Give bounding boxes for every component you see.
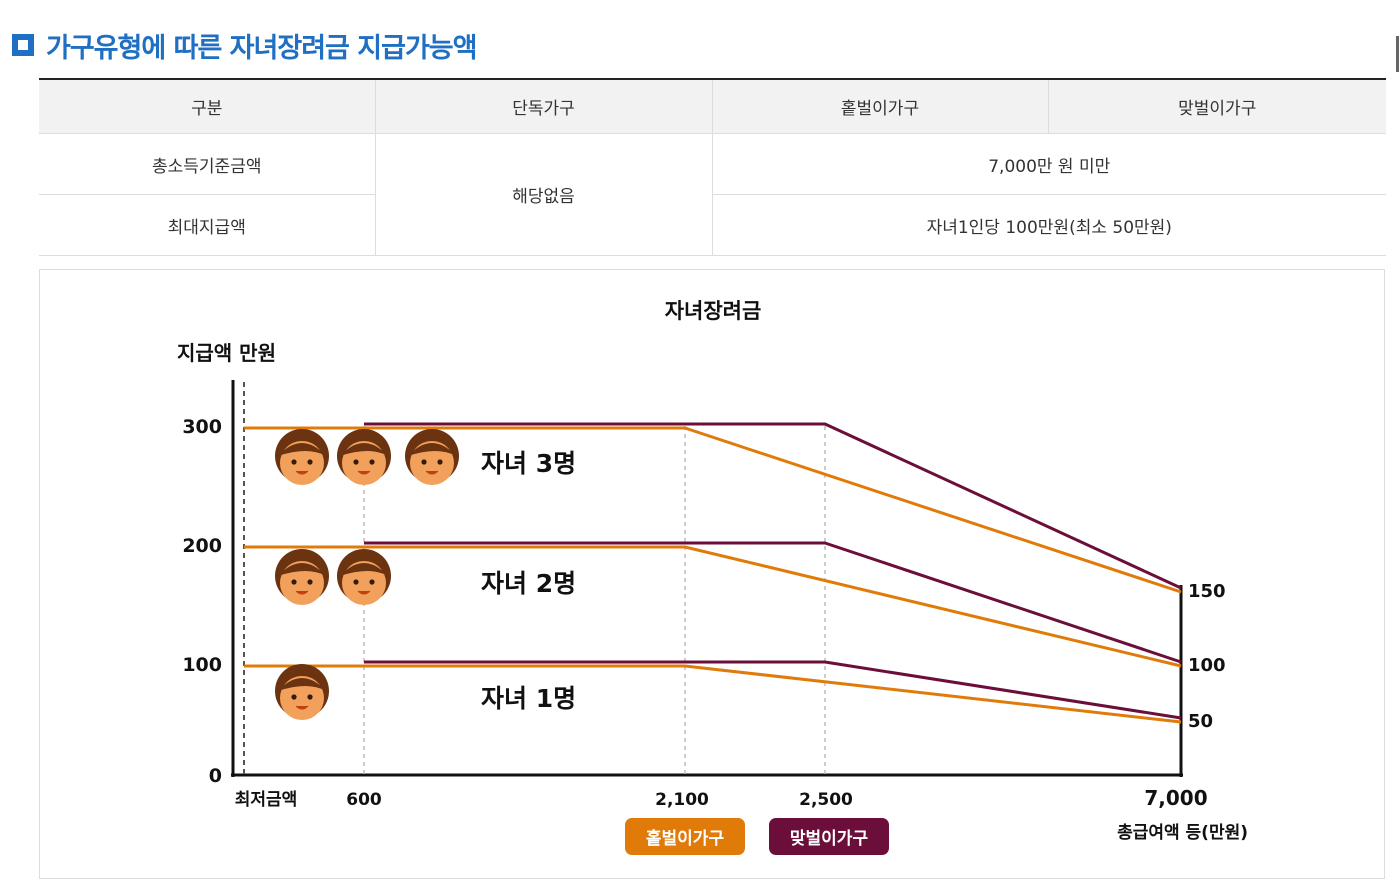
child-eye-icon — [421, 459, 427, 465]
table-header-row: 구분 단독가구 홑벌이가구 맞벌이가구 — [39, 79, 1386, 134]
scroll-indicator — [1396, 36, 1399, 72]
y-tick-label: 0 — [209, 765, 222, 787]
child-eye-icon — [291, 459, 297, 465]
x-tick-label: 2,100 — [655, 790, 709, 810]
series-line-dual — [364, 660, 1182, 720]
child-bangs-icon — [340, 563, 388, 576]
x-axis-label: 총급여액 등(만원) — [1117, 823, 1248, 843]
x-tick-label: 최저금액 — [235, 790, 298, 810]
group-label: 자녀 3명 — [481, 449, 576, 478]
x-tick-label: 7,000 — [1144, 786, 1207, 810]
child-eye-icon — [369, 579, 375, 585]
chart-title: 자녀장려금 — [665, 299, 762, 323]
child-eye-icon — [307, 459, 313, 465]
child-eye-icon — [437, 459, 443, 465]
child-bangs-icon — [408, 443, 456, 456]
row-label: 총소득기준금액 — [39, 133, 375, 195]
series-line-dual — [364, 422, 1182, 590]
child-mouth-icon — [357, 590, 371, 595]
y-tick-label: 100 — [182, 654, 222, 676]
child-mouth-icon — [295, 470, 309, 475]
series-line-dual — [364, 541, 1182, 664]
child-bangs-icon — [278, 678, 326, 691]
child-bangs-icon — [278, 563, 326, 576]
x-tick-label: 2,500 — [799, 790, 853, 810]
right-tick-label: 150 — [1188, 581, 1226, 602]
child-bangs-icon — [278, 443, 326, 456]
series-line-single — [244, 426, 1182, 594]
legend-single: 홑벌이가구 — [625, 818, 745, 855]
header-cell: 맞벌이가구 — [1047, 79, 1386, 134]
header-cell: 홑벌이가구 — [711, 79, 1048, 134]
child-mouth-icon — [295, 590, 309, 595]
group-label: 자녀 2명 — [481, 569, 576, 598]
child-eye-icon — [353, 579, 359, 585]
y-tick-label: 300 — [182, 416, 222, 438]
table-row: 총소득기준금액 해당없음 7,000만 원 미만 — [39, 133, 1386, 256]
header-cell: 단독가구 — [374, 79, 712, 134]
child-eye-icon — [307, 694, 313, 700]
series-line-single — [244, 664, 1182, 724]
child-eye-icon — [353, 459, 359, 465]
section-title: 가구유형에 따른 자녀장려금 지급가능액 — [46, 32, 477, 64]
row-value: 자녀1인당 100만원(최소 50만원) — [711, 194, 1386, 256]
legend-dual: 맞벌이가구 — [769, 818, 889, 855]
child-mouth-icon — [357, 470, 371, 475]
section-header: 가구유형에 따른 자녀장려금 지급가능액 — [12, 28, 477, 64]
child-mouth-icon — [295, 705, 309, 710]
right-tick-label: 50 — [1188, 711, 1213, 732]
x-tick-label: 600 — [346, 790, 382, 810]
eligibility-table: 구분 단독가구 홑벌이가구 맞벌이가구 총소득기준금액 해당없음 7,000만 … — [39, 78, 1386, 256]
square-bullet-icon — [12, 34, 34, 56]
single-household-value: 해당없음 — [374, 133, 712, 256]
child-mouth-icon — [425, 470, 439, 475]
child-bangs-icon — [340, 443, 388, 456]
child-eye-icon — [291, 694, 297, 700]
child-eye-icon — [307, 579, 313, 585]
child-eye-icon — [369, 459, 375, 465]
y-axis-label: 지급액 만원 — [177, 341, 276, 365]
header-cell: 구분 — [39, 79, 375, 134]
series-line-single — [244, 545, 1182, 668]
row-label: 최대지급액 — [39, 194, 375, 256]
row-value: 7,000만 원 미만 — [711, 133, 1386, 195]
child-eye-icon — [291, 579, 297, 585]
table-row: 최대지급액 자녀1인당 100만원(최소 50만원) — [39, 194, 1386, 256]
right-tick-label: 100 — [1188, 655, 1226, 676]
y-tick-label: 200 — [182, 535, 222, 557]
group-label: 자녀 1명 — [481, 684, 576, 713]
